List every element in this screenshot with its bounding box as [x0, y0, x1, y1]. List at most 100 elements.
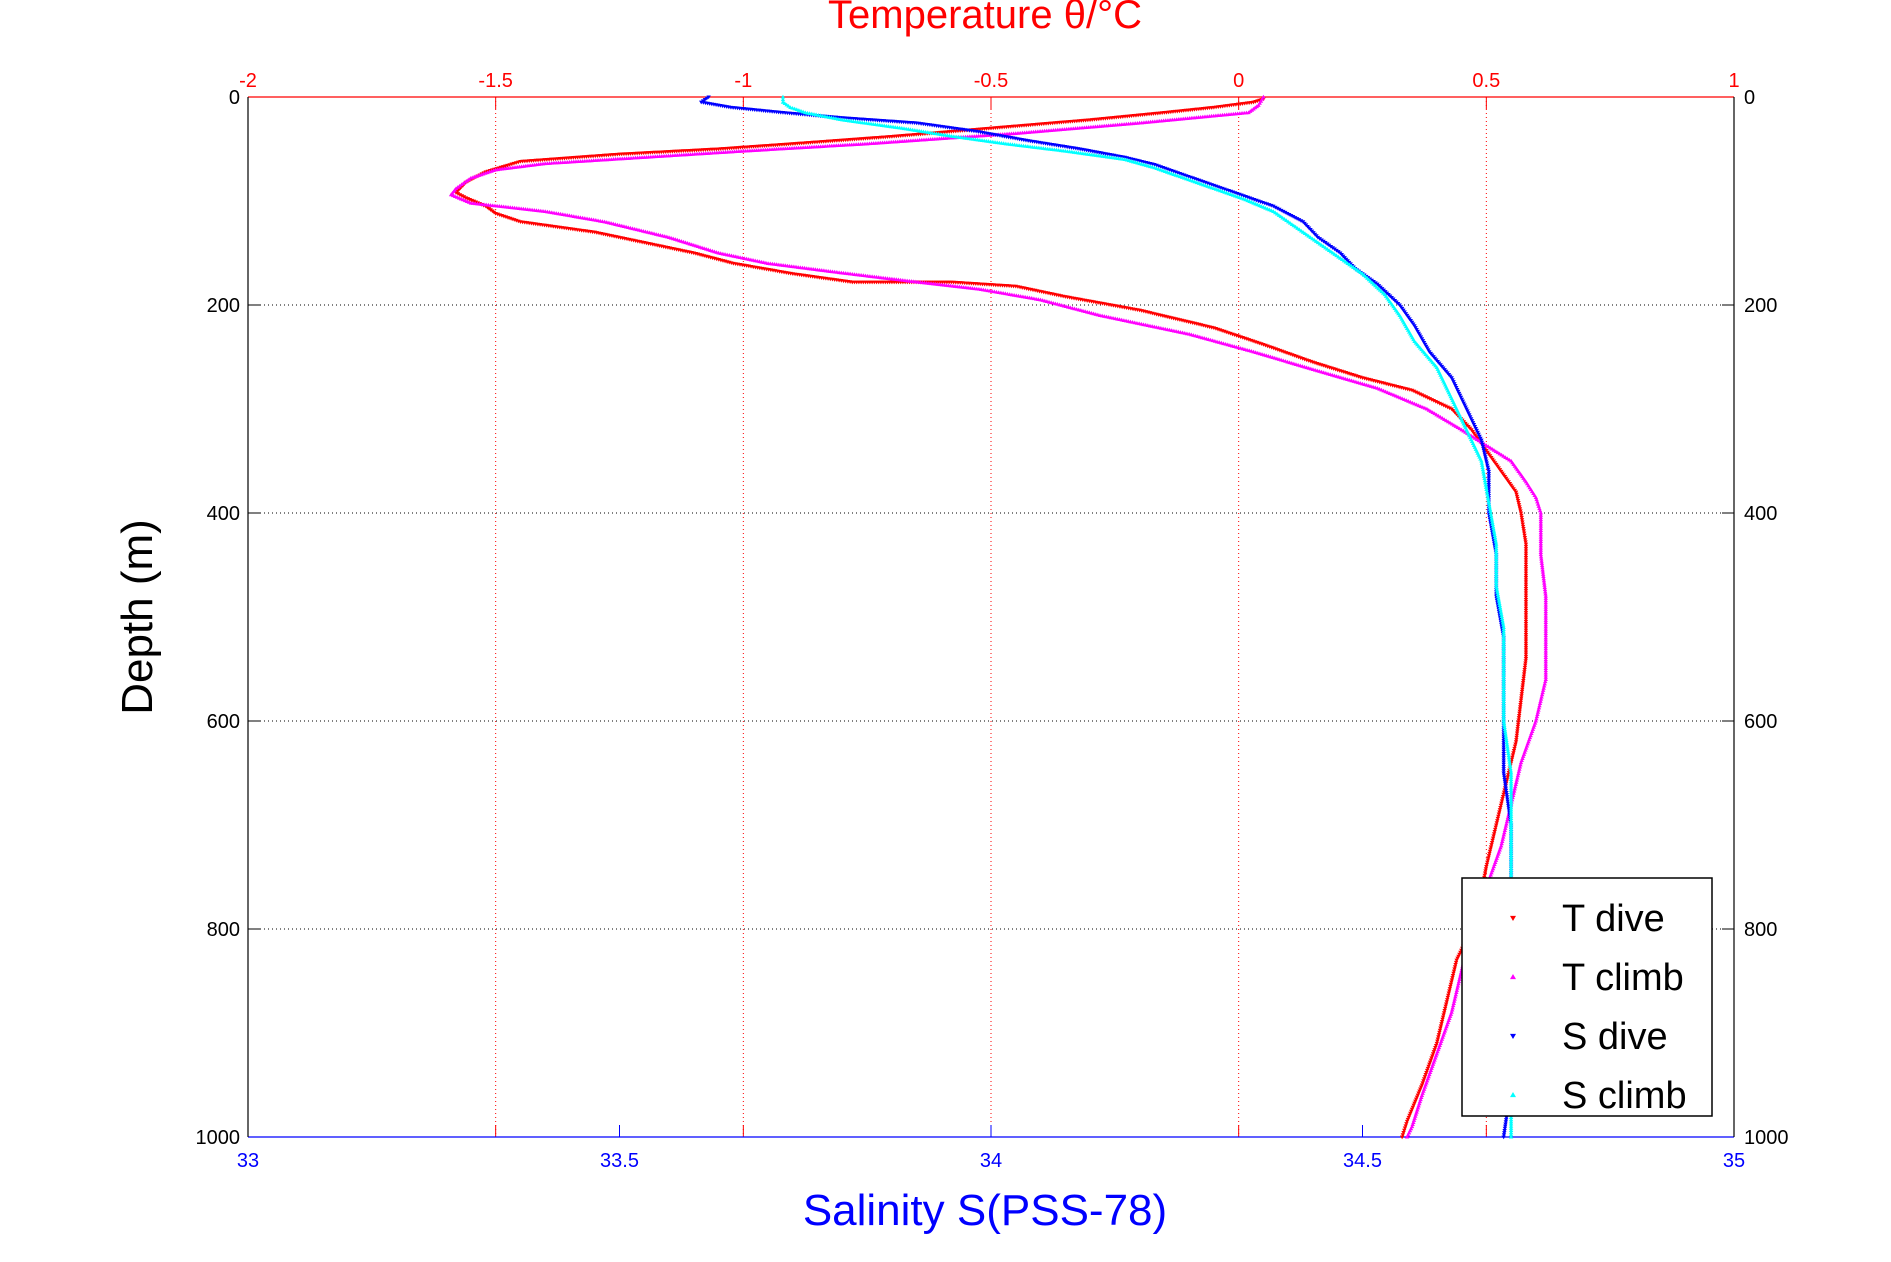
data-point — [1483, 867, 1489, 871]
data-point — [1485, 491, 1490, 496]
data-point — [1523, 558, 1529, 562]
data-point — [1542, 585, 1547, 589]
data-point — [1446, 993, 1451, 998]
data-point — [1516, 503, 1522, 507]
data-point — [1501, 653, 1506, 658]
data-point — [1486, 478, 1492, 483]
data-point — [1486, 856, 1491, 861]
data-point — [780, 97, 786, 102]
data-point — [1508, 779, 1514, 784]
data-point — [1414, 1109, 1419, 1114]
data-point — [1515, 727, 1520, 731]
data-point — [1513, 740, 1519, 744]
data-point — [1523, 624, 1529, 628]
data-point — [1543, 642, 1548, 646]
data-point — [1519, 518, 1525, 522]
data-point — [1521, 529, 1527, 534]
data-point — [1443, 1002, 1449, 1007]
data-point — [1523, 544, 1529, 549]
data-point — [1479, 460, 1484, 465]
data-point — [1508, 811, 1514, 816]
data-point — [1543, 675, 1548, 679]
data-point — [1523, 538, 1528, 542]
data-point — [1505, 749, 1511, 753]
data-point — [1457, 952, 1462, 957]
data-point — [1417, 1099, 1423, 1104]
data-point — [1508, 859, 1514, 864]
data-point — [1543, 670, 1548, 675]
data-point — [1410, 1122, 1415, 1127]
data-point — [1492, 533, 1497, 537]
data-point — [1523, 659, 1528, 663]
data-point — [1523, 632, 1529, 637]
data-point — [1516, 718, 1521, 723]
data-point — [1501, 697, 1506, 701]
data-point — [1504, 793, 1509, 797]
data-point — [1517, 711, 1522, 716]
data-point — [1481, 469, 1486, 474]
data-point — [1441, 403, 1446, 408]
data-point — [1501, 769, 1506, 774]
data-point — [1425, 396, 1431, 400]
data-point — [1424, 1068, 1430, 1073]
data-point — [1409, 1109, 1414, 1114]
data-point — [1404, 1134, 1410, 1139]
data-point — [1449, 978, 1455, 983]
data-point — [1538, 528, 1544, 533]
data-point — [1481, 446, 1486, 451]
data-point — [1468, 415, 1473, 419]
data-point — [1523, 569, 1529, 574]
data-point — [1430, 1052, 1436, 1056]
data-point — [1520, 520, 1525, 525]
data-point — [1286, 212, 1292, 217]
data-point — [1443, 404, 1448, 409]
data-point — [1494, 587, 1500, 592]
data-point — [1508, 824, 1514, 829]
bottom-axis-tick-label: 34 — [980, 1150, 1002, 1172]
data-point — [1419, 1095, 1424, 1100]
data-point — [1494, 552, 1499, 557]
data-point — [1510, 755, 1515, 760]
data-point — [1520, 683, 1526, 688]
data-point — [1523, 556, 1529, 560]
data-point — [1498, 609, 1504, 614]
data-point — [1505, 817, 1510, 822]
data-point — [1435, 400, 1440, 405]
data-point — [1496, 598, 1502, 603]
data-point — [1456, 979, 1462, 984]
data-point — [1543, 596, 1548, 600]
legend-marker — [1510, 974, 1516, 980]
data-point — [1501, 660, 1506, 664]
series-t-dive — [453, 97, 1529, 1140]
data-point — [1543, 646, 1548, 651]
data-point — [1523, 591, 1529, 596]
data-point — [1517, 709, 1522, 714]
data-point — [1508, 1123, 1514, 1128]
data-point — [1515, 724, 1521, 729]
data-point — [1501, 671, 1506, 675]
data-point — [1467, 413, 1472, 418]
data-point — [1540, 572, 1546, 576]
data-point — [1449, 376, 1454, 380]
data-point — [1483, 480, 1488, 485]
data-point — [1504, 742, 1510, 747]
data-point — [1476, 432, 1481, 437]
data-point — [1506, 806, 1511, 810]
data-point — [1538, 517, 1544, 522]
data-point — [1500, 620, 1506, 625]
data-point — [1489, 843, 1494, 847]
data-point — [1543, 648, 1548, 653]
data-point — [1486, 469, 1492, 474]
data-point — [1499, 614, 1504, 618]
legend-box — [1461, 877, 1713, 1117]
data-point — [1486, 472, 1492, 476]
data-point — [1522, 668, 1527, 672]
legend-marker — [1510, 915, 1516, 921]
data-point — [1494, 566, 1499, 570]
data-point — [1523, 578, 1529, 582]
data-point — [1426, 1064, 1431, 1069]
data-point — [1427, 1062, 1432, 1067]
data-point — [1508, 863, 1514, 868]
data-point — [1283, 210, 1288, 215]
data-point — [1508, 1126, 1514, 1130]
